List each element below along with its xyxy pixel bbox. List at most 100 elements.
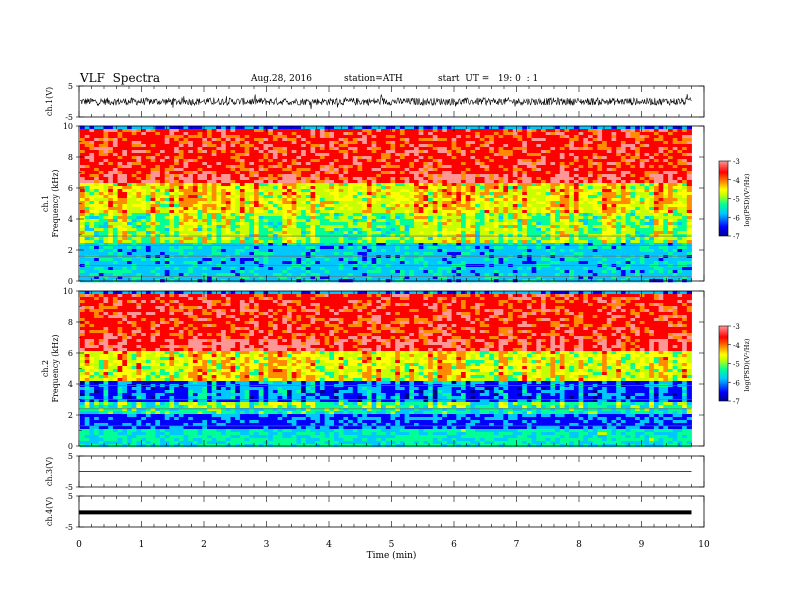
spectral-cell — [526, 270, 532, 274]
spectral-cell — [399, 162, 405, 166]
spectral-cell — [517, 219, 523, 223]
spectral-cell — [418, 144, 424, 148]
spectral-cell — [98, 168, 104, 172]
spectral-cell — [80, 249, 86, 253]
spectral-cell — [315, 255, 321, 259]
spectral-cell — [526, 153, 532, 157]
spectral-cell — [296, 186, 302, 190]
spectral-cell — [183, 243, 189, 247]
spectral-cell — [244, 213, 250, 217]
spectral-cell — [334, 249, 340, 253]
spectral-cell — [508, 222, 514, 226]
spectral-cell — [348, 129, 354, 133]
spectral-cell — [493, 129, 499, 133]
spectral-cell — [366, 207, 372, 211]
spectral-cell — [498, 267, 504, 271]
spectral-cell — [352, 144, 358, 148]
spectral-cell — [183, 189, 189, 193]
spectral-cell — [211, 267, 217, 271]
spectral-cell — [103, 231, 109, 235]
spectral-cell — [84, 192, 90, 196]
spectral-cell — [461, 147, 467, 151]
spectral-cell — [498, 135, 504, 139]
spectral-cell — [155, 174, 161, 178]
spectral-cell — [211, 174, 217, 178]
spectral-cell — [197, 240, 203, 244]
spectral-cell — [470, 237, 476, 241]
spectral-cell — [334, 201, 340, 205]
spectral-cell — [174, 144, 180, 148]
spectral-cell — [329, 210, 335, 214]
spectral-cell — [272, 219, 278, 223]
spectral-cell — [112, 192, 118, 196]
spectral-cell — [470, 177, 476, 181]
spectral-cell — [324, 231, 330, 235]
spectral-cell — [315, 225, 321, 229]
spectral-cell — [508, 201, 514, 205]
spectral-cell — [371, 138, 377, 142]
spectral-cell — [221, 159, 227, 163]
spectral-cell — [174, 192, 180, 196]
spectral-cell — [428, 204, 434, 208]
spectral-cell — [498, 213, 504, 217]
spectral-cell — [131, 231, 137, 235]
spectral-cell — [268, 216, 274, 220]
spectral-cell — [390, 246, 396, 250]
spectral-cell — [127, 228, 133, 232]
spectral-cell — [418, 222, 424, 226]
spectral-cell — [131, 165, 137, 169]
spectral-cell — [503, 204, 509, 208]
spectral-cell — [352, 225, 358, 229]
spectral-cell — [366, 177, 372, 181]
spectral-cell — [84, 186, 90, 190]
spectral-cell — [80, 246, 86, 250]
spectral-cell — [352, 129, 358, 133]
spectral-cell — [428, 153, 434, 157]
spectral-cell — [442, 186, 448, 190]
spectral-cell — [395, 195, 401, 199]
spectral-cell — [258, 210, 264, 214]
spectral-cell — [324, 276, 330, 280]
spectral-cell — [127, 231, 133, 235]
spectral-cell — [150, 174, 156, 178]
spectral-cell — [395, 228, 401, 232]
spectral-cell — [225, 144, 231, 148]
spectral-cell — [296, 141, 302, 145]
spectral-cell — [489, 156, 495, 160]
spectral-cell — [155, 171, 161, 175]
spectral-cell — [489, 174, 495, 178]
spectral-cell — [207, 219, 213, 223]
spectral-cell — [239, 258, 245, 262]
spectral-cell — [254, 219, 260, 223]
spectral-cell — [503, 153, 509, 157]
spectral-cell — [89, 165, 95, 169]
spectral-cell — [381, 156, 387, 160]
spectral-cell — [324, 135, 330, 139]
spectral-cell — [470, 219, 476, 223]
spectral-cell — [192, 210, 198, 214]
spectral-cell — [376, 132, 382, 136]
spectral-cell — [385, 195, 391, 199]
spectral-cell — [268, 246, 274, 250]
spectral-cell — [446, 240, 452, 244]
spectral-cell — [301, 261, 307, 265]
spectral-cell — [164, 165, 170, 169]
spectral-cell — [169, 216, 175, 220]
spectral-cell — [98, 246, 104, 250]
spectral-cell — [446, 261, 452, 265]
spectral-cell — [526, 129, 532, 133]
spectral-cell — [404, 249, 410, 253]
spectral-cell — [348, 267, 354, 271]
spectral-cell — [390, 243, 396, 247]
spectral-cell — [207, 201, 213, 205]
spectral-cell — [385, 252, 391, 256]
spectral-cell — [404, 150, 410, 154]
spectral-cell — [249, 132, 255, 136]
spectral-cell — [296, 213, 302, 217]
spectral-cell — [503, 147, 509, 151]
spectral-cell — [80, 216, 86, 220]
spectral-cell — [508, 174, 514, 178]
spectral-cell — [395, 237, 401, 241]
spectral-cell — [103, 129, 109, 133]
spectral-cell — [395, 249, 401, 253]
